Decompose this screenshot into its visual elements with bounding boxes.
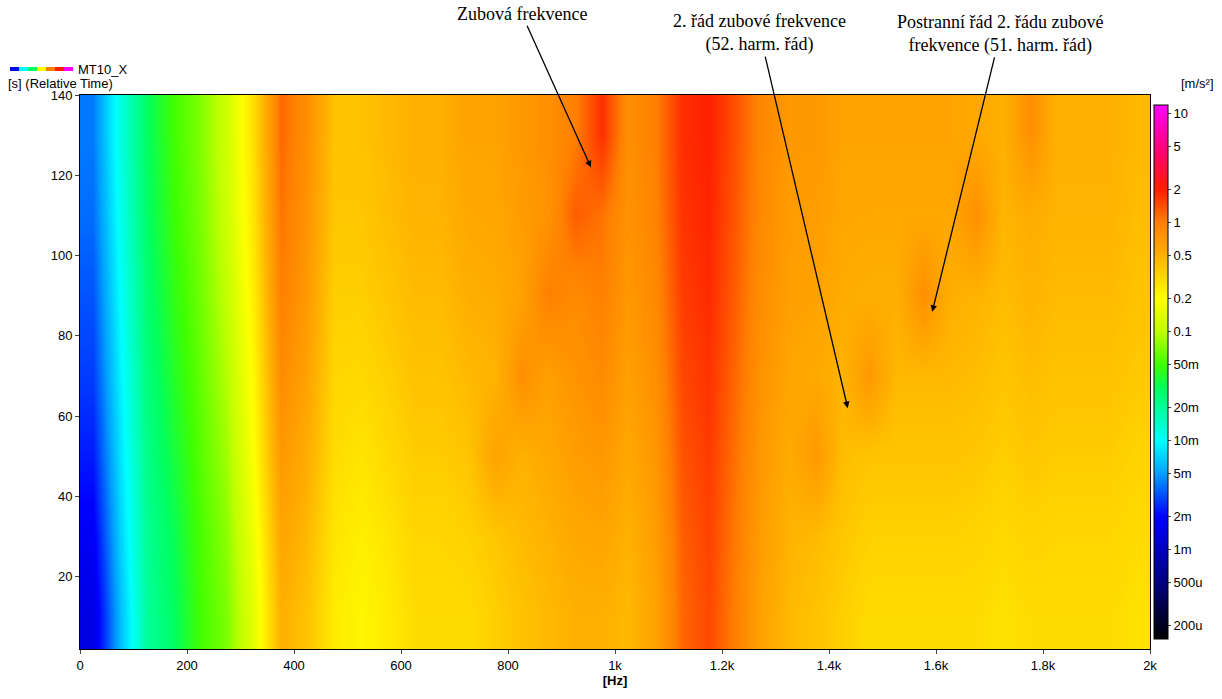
- svg-text:50m: 50m: [1174, 357, 1199, 372]
- svg-text:2m: 2m: [1174, 509, 1192, 524]
- svg-text:40: 40: [58, 489, 72, 504]
- svg-text:60: 60: [58, 409, 72, 424]
- svg-text:0.1: 0.1: [1174, 324, 1192, 339]
- svg-text:1: 1: [1174, 215, 1181, 230]
- svg-text:[Hz]: [Hz]: [603, 673, 628, 688]
- svg-text:1.6k: 1.6k: [924, 658, 949, 673]
- svg-text:5: 5: [1174, 139, 1181, 154]
- svg-text:0: 0: [76, 658, 83, 673]
- svg-text:20m: 20m: [1174, 400, 1199, 415]
- svg-text:800: 800: [497, 658, 519, 673]
- svg-text:MT10_X: MT10_X: [78, 62, 127, 77]
- svg-text:0.5: 0.5: [1174, 248, 1192, 263]
- svg-text:140: 140: [51, 88, 73, 103]
- svg-text:1.2k: 1.2k: [710, 658, 735, 673]
- svg-text:2k: 2k: [1143, 658, 1157, 673]
- svg-text:500u: 500u: [1174, 575, 1203, 590]
- svg-text:20: 20: [58, 569, 72, 584]
- svg-text:[m/s²]: [m/s²]: [1181, 76, 1214, 91]
- svg-text:Postranní řád 2. řádu zubovéfr: Postranní řád 2. řádu zubovéfrekvence (5…: [897, 12, 1103, 56]
- svg-text:600: 600: [390, 658, 412, 673]
- svg-text:1m: 1m: [1174, 542, 1192, 557]
- svg-text:200: 200: [176, 658, 198, 673]
- svg-text:10: 10: [1174, 106, 1188, 121]
- svg-text:2. řád zubové frekvence(52. ha: 2. řád zubové frekvence(52. harm. řád): [673, 11, 846, 55]
- svg-text:120: 120: [51, 168, 73, 183]
- svg-text:0.2: 0.2: [1174, 291, 1192, 306]
- svg-text:1.8k: 1.8k: [1031, 658, 1056, 673]
- svg-text:1.4k: 1.4k: [817, 658, 842, 673]
- svg-text:200u: 200u: [1174, 618, 1203, 633]
- svg-text:10m: 10m: [1174, 433, 1199, 448]
- svg-text:1k: 1k: [608, 658, 622, 673]
- svg-text:[s] (Relative Time): [s] (Relative Time): [8, 76, 113, 91]
- svg-text:5m: 5m: [1174, 466, 1192, 481]
- svg-text:80: 80: [58, 328, 72, 343]
- svg-text:100: 100: [51, 248, 73, 263]
- svg-text:2: 2: [1174, 182, 1181, 197]
- svg-text:400: 400: [283, 658, 305, 673]
- svg-text:Zubová frekvence: Zubová frekvence: [457, 4, 587, 24]
